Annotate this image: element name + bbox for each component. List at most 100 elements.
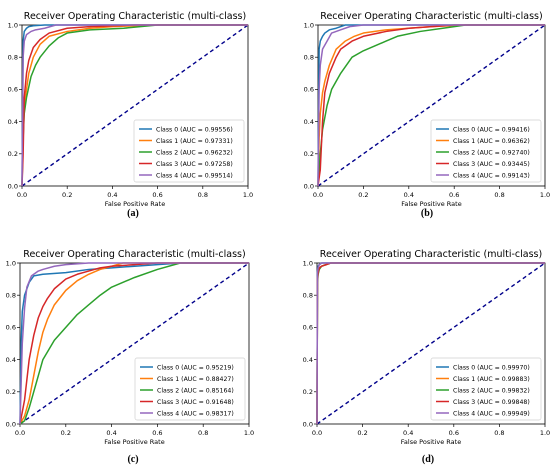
y-tick-label: 0.8 <box>304 54 314 62</box>
y-tick-label: 1.0 <box>8 21 18 29</box>
chance-diagonal-line <box>21 24 249 187</box>
legend-box <box>134 357 246 421</box>
y-tick-label: 0.0 <box>304 182 314 190</box>
panel-a: Receiver Operating Characteristic (multi… <box>8 11 254 219</box>
x-tick-label: 0.8 <box>198 191 208 199</box>
y-tick-label: 0.0 <box>8 182 18 190</box>
x-tick-label: 1.0 <box>540 429 550 437</box>
series-line-class-0 <box>317 24 545 187</box>
legend-entry: Class 0 (AUC = 0.95219) <box>157 364 234 371</box>
series-line-class-2 <box>19 262 249 425</box>
series-line-class-0 <box>21 24 248 187</box>
y-tick-label: 0.4 <box>6 356 16 364</box>
x-tick-label: 0.6 <box>449 191 459 199</box>
x-tick-label: 0.4 <box>404 191 414 199</box>
series-line-class-3 <box>21 24 248 187</box>
y-tick-label: 0.0 <box>303 420 313 428</box>
x-tick-label: 0.2 <box>357 429 367 437</box>
panel-caption: (b) <box>421 208 433 219</box>
chart-title: Receiver Operating Characteristic (multi… <box>23 249 245 260</box>
panel-caption: (d) <box>422 454 434 465</box>
legend-entry: Class 4 (AUC = 0.98317) <box>157 410 234 417</box>
x-tick-label: 1.0 <box>243 191 253 199</box>
legend-entry: Class 1 (AUC = 0.97331) <box>156 138 233 145</box>
chance-diagonal-line <box>317 24 546 187</box>
x-tick-label: 0.0 <box>17 191 27 199</box>
y-tick-label: 1.0 <box>6 259 16 267</box>
legend-box <box>430 357 542 421</box>
legend-entry: Class 0 (AUC = 0.99556) <box>156 126 233 133</box>
x-tick-label: 0.4 <box>107 191 117 199</box>
x-axis-label: False Positive Rate <box>401 438 461 446</box>
legend: Class 0 (AUC = 0.99416) Class 1 (AUC = 0.… <box>430 119 542 183</box>
legend-entry: Class 2 (AUC = 0.92740) <box>453 149 530 156</box>
chart-title: Receiver Operating Characteristic (multi… <box>320 249 542 260</box>
y-tick-label: 0.4 <box>303 356 313 364</box>
y-tick-label: 0.2 <box>304 150 314 158</box>
x-tick-label: 0.8 <box>198 429 208 437</box>
series-line-class-4 <box>316 262 545 425</box>
legend-entry: Class 2 (AUC = 0.96232) <box>156 149 233 156</box>
legend: Class 0 (AUC = 0.99556) Class 1 (AUC = 0.… <box>133 119 245 183</box>
y-tick-label: 0.2 <box>8 150 18 158</box>
y-tick-label: 0.4 <box>304 118 314 126</box>
panel-b: Receiver Operating Characteristic (multi… <box>304 11 550 219</box>
panel-d: Receiver Operating Characteristic (multi… <box>303 249 550 465</box>
legend-box <box>430 119 542 183</box>
y-tick-label: 1.0 <box>303 259 313 267</box>
x-tick-label: 0.0 <box>313 191 323 199</box>
x-axis-label: False Positive Rate <box>105 200 165 208</box>
legend: Class 0 (AUC = 0.95219) Class 1 (AUC = 0.… <box>134 357 246 421</box>
x-axis-label: False Positive Rate <box>401 200 461 208</box>
x-tick-label: 0.6 <box>152 429 162 437</box>
y-tick-label: 0.8 <box>6 292 16 300</box>
chart-title: Receiver Operating Characteristic (multi… <box>24 11 246 22</box>
y-tick-label: 1.0 <box>304 21 314 29</box>
legend-entry: Class 2 (AUC = 0.85164) <box>157 387 234 394</box>
x-tick-label: 1.0 <box>540 191 550 199</box>
series-line-class-4 <box>19 262 249 425</box>
x-tick-label: 0.2 <box>62 191 72 199</box>
x-axis-label: False Positive Rate <box>104 438 164 446</box>
series-line-class-4 <box>21 24 248 187</box>
legend-entry: Class 3 (AUC = 0.99848) <box>453 399 530 406</box>
legend-entry: Class 4 (AUC = 0.99143) <box>453 172 530 179</box>
y-tick-label: 0.8 <box>8 54 18 62</box>
series-line-class-0 <box>19 262 249 425</box>
y-tick-label: 0.0 <box>6 420 16 428</box>
x-tick-label: 0.0 <box>312 429 322 437</box>
legend-entry: Class 3 (AUC = 0.97258) <box>156 161 233 168</box>
x-tick-label: 0.8 <box>494 429 504 437</box>
x-tick-label: 0.6 <box>152 191 162 199</box>
x-tick-label: 0.2 <box>358 191 368 199</box>
x-tick-label: 0.2 <box>61 429 71 437</box>
y-tick-label: 0.2 <box>303 388 313 396</box>
y-tick-label: 0.4 <box>8 118 18 126</box>
chart-title: Receiver Operating Characteristic (multi… <box>320 11 542 22</box>
series-line-class-3 <box>19 262 249 425</box>
y-tick-label: 0.6 <box>304 86 314 94</box>
y-tick-label: 0.6 <box>8 86 18 94</box>
legend-entry: Class 1 (AUC = 0.99883) <box>453 376 530 383</box>
legend-box <box>133 119 245 183</box>
y-tick-label: 0.8 <box>303 292 313 300</box>
legend: Class 0 (AUC = 0.99970) Class 1 (AUC = 0.… <box>430 357 542 421</box>
chance-diagonal-line <box>316 262 546 425</box>
panel-c: Receiver Operating Characteristic (multi… <box>6 249 255 465</box>
legend-entry: Class 4 (AUC = 0.99514) <box>156 172 233 179</box>
x-tick-label: 0.0 <box>15 429 25 437</box>
legend-entry: Class 4 (AUC = 0.99949) <box>453 410 530 417</box>
panel-caption: (a) <box>127 208 139 219</box>
legend-entry: Class 0 (AUC = 0.99416) <box>453 126 530 133</box>
x-tick-label: 0.6 <box>449 429 459 437</box>
legend-entry: Class 3 (AUC = 0.91648) <box>157 399 234 406</box>
x-tick-label: 0.8 <box>494 191 504 199</box>
y-tick-label: 0.6 <box>6 324 16 332</box>
legend-entry: Class 3 (AUC = 0.93445) <box>453 161 530 168</box>
y-tick-label: 0.6 <box>303 324 313 332</box>
chance-diagonal-line <box>19 262 250 425</box>
x-tick-label: 0.4 <box>106 429 116 437</box>
legend-entry: Class 0 (AUC = 0.99970) <box>453 364 530 371</box>
series-line-class-4 <box>317 24 545 187</box>
